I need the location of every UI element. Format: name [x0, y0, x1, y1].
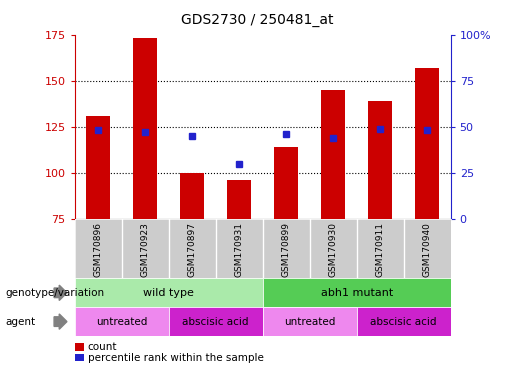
Text: GSM170899: GSM170899	[282, 222, 290, 277]
Text: GSM170923: GSM170923	[141, 222, 150, 277]
Text: abscisic acid: abscisic acid	[370, 316, 437, 327]
Bar	[368, 101, 392, 219]
Text: GSM170911: GSM170911	[375, 222, 385, 277]
Bar	[228, 180, 251, 219]
Bar	[168, 307, 263, 336]
Bar	[180, 173, 204, 219]
Bar	[133, 38, 157, 219]
Text: percentile rank within the sample: percentile rank within the sample	[88, 353, 264, 362]
Bar	[416, 68, 439, 219]
Text: GSM170897: GSM170897	[187, 222, 197, 277]
Bar	[356, 307, 451, 336]
Bar	[263, 307, 356, 336]
Bar	[263, 278, 451, 307]
Bar	[321, 90, 345, 219]
Text: wild type: wild type	[143, 288, 194, 298]
Text: agent: agent	[5, 316, 35, 327]
Bar	[274, 147, 298, 219]
Text: genotype/variation: genotype/variation	[5, 288, 104, 298]
Text: count: count	[88, 342, 117, 352]
Text: GDS2730 / 250481_at: GDS2730 / 250481_at	[181, 13, 334, 27]
Text: untreated: untreated	[284, 316, 335, 327]
Text: GSM170940: GSM170940	[423, 222, 432, 277]
Text: GSM170931: GSM170931	[235, 222, 244, 277]
Bar	[75, 278, 263, 307]
Text: abscisic acid: abscisic acid	[182, 316, 249, 327]
Text: untreated: untreated	[96, 316, 147, 327]
Bar	[87, 116, 110, 219]
Text: GSM170930: GSM170930	[329, 222, 338, 277]
Text: GSM170896: GSM170896	[94, 222, 102, 277]
Text: abh1 mutant: abh1 mutant	[320, 288, 393, 298]
Bar	[75, 307, 168, 336]
